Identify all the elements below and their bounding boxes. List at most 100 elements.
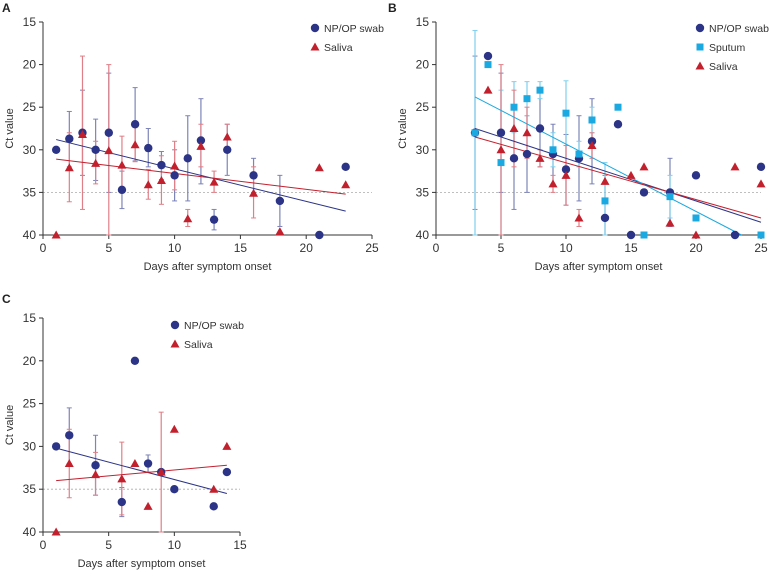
saliva-point <box>626 170 636 179</box>
legend-np-marker <box>170 320 180 330</box>
np-point <box>144 143 153 153</box>
saliva-point <box>130 459 140 468</box>
x-tick-label: 15 <box>624 241 638 255</box>
saliva-point <box>522 128 532 137</box>
np-point <box>730 230 740 240</box>
y-axis-label: Ct value <box>397 108 409 148</box>
saliva-point <box>314 163 324 172</box>
legend-saliva-marker <box>310 42 320 51</box>
legend-np-marker <box>310 23 320 33</box>
saliva-point <box>600 176 610 185</box>
np-point <box>104 128 114 137</box>
np-point <box>209 502 218 511</box>
np-point <box>483 51 493 61</box>
saliva-point <box>51 230 61 239</box>
legend-np-marker <box>695 23 705 33</box>
np-point <box>600 213 610 223</box>
legend-np-label: NP/OP swab <box>184 320 244 332</box>
panel-B: B 15 20 25 30 35 400 5 10 15 20 25 Days after sympto… <box>388 1 769 273</box>
np-point <box>91 145 100 154</box>
sputum-point <box>497 159 505 167</box>
sputum-point <box>601 197 609 205</box>
x-tick-label: 5 <box>105 538 112 552</box>
legend-sputum-label: Sputum <box>709 42 745 54</box>
np-point <box>130 356 140 365</box>
x-tick-label: 0 <box>40 538 47 552</box>
y-tick-label: 40 <box>23 525 37 539</box>
legend-np-label: NP/OP swab <box>324 23 384 35</box>
sputum-point <box>640 231 648 239</box>
x-tick-label: 10 <box>559 241 573 255</box>
sputum-point <box>614 103 622 111</box>
np-point <box>222 467 232 477</box>
saliva-point <box>91 470 101 479</box>
sputum-point <box>575 150 583 158</box>
legend-saliva-label: Saliva <box>184 339 213 351</box>
np-point <box>65 134 74 143</box>
saliva-regression-line <box>56 158 346 195</box>
np-point <box>157 160 166 170</box>
saliva-point <box>574 213 584 222</box>
y-tick-label: 40 <box>23 228 37 242</box>
panel-label: B <box>388 1 397 15</box>
sputum-regression-line <box>474 96 742 236</box>
saliva-point <box>561 170 571 179</box>
saliva-point <box>104 146 114 155</box>
np-point <box>496 128 506 137</box>
saliva-point <box>548 179 558 188</box>
y-tick-label: 30 <box>23 439 37 453</box>
np-point <box>117 497 127 507</box>
saliva-regression-line <box>56 464 227 482</box>
np-regression-line <box>56 447 227 494</box>
x-tick-label: 20 <box>300 241 314 255</box>
saliva-point <box>156 467 166 476</box>
x-tick-label: 0 <box>433 241 440 255</box>
saliva-point <box>275 227 285 236</box>
saliva-point <box>691 230 701 239</box>
legend-sputum-marker <box>696 43 704 51</box>
saliva-point <box>51 527 61 536</box>
saliva-point <box>143 180 153 189</box>
saliva-point <box>117 160 127 169</box>
np-point <box>249 171 258 180</box>
saliva-point <box>91 158 101 167</box>
x-tick-label: 25 <box>754 241 768 255</box>
np-point <box>613 120 623 129</box>
np-point <box>91 461 100 470</box>
np-point <box>183 154 192 163</box>
saliva-point <box>587 141 597 150</box>
saliva-point <box>183 214 193 223</box>
x-tick-label: 0 <box>40 241 47 255</box>
x-tick-label: 5 <box>105 241 112 255</box>
np-point <box>65 431 74 440</box>
np-point <box>522 149 532 159</box>
np-point <box>196 136 206 145</box>
y-axis-label: Ct value <box>4 108 16 148</box>
np-point <box>143 459 153 468</box>
y-tick-label: 40 <box>416 228 430 242</box>
y-tick-label: 15 <box>23 15 37 29</box>
legend-saliva-label: Saliva <box>709 61 738 73</box>
x-tick-label: 5 <box>498 241 505 255</box>
saliva-point <box>196 141 206 150</box>
saliva-point <box>130 140 140 149</box>
x-tick-label: 15 <box>234 241 248 255</box>
saliva-regression-line <box>474 136 762 219</box>
panel-A: A 15 20 25 30 35 400 5 10 15 20 25 Days after sympto… <box>2 1 384 273</box>
saliva-point <box>143 501 153 510</box>
sputum-point <box>549 146 557 154</box>
sputum-point <box>484 61 492 69</box>
x-tick-label: 25 <box>365 241 379 255</box>
legend-saliva-marker <box>170 339 180 348</box>
sputum-point <box>510 103 518 111</box>
x-tick-label: 15 <box>233 538 247 552</box>
saliva-point <box>170 161 180 170</box>
saliva-point <box>483 85 493 94</box>
np-point <box>51 442 61 451</box>
y-tick-label: 20 <box>416 58 430 72</box>
x-axis-label: Days after symptom onset <box>78 558 206 570</box>
np-point <box>341 162 350 172</box>
y-tick-label: 25 <box>23 100 37 114</box>
np-point <box>639 188 649 197</box>
legend-saliva-label: Saliva <box>324 42 353 54</box>
